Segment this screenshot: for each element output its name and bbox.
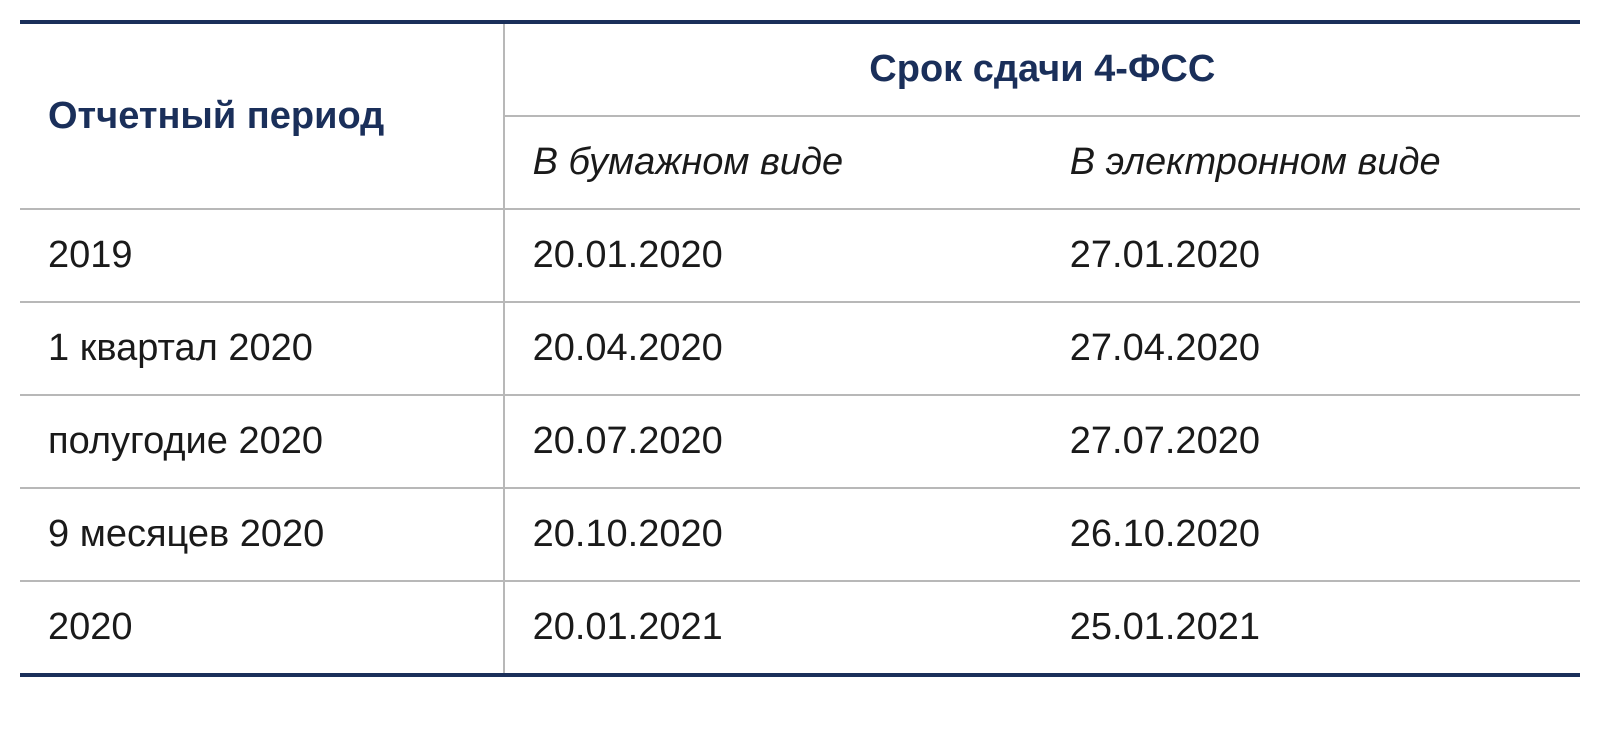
deadline-table: Отчетный период Срок сдачи 4-ФСС В бумаж… [20,20,1580,677]
header-period: Отчетный период [20,22,504,209]
cell-paper: 20.07.2020 [504,395,1042,488]
cell-paper: 20.10.2020 [504,488,1042,581]
cell-period: полугодие 2020 [20,395,504,488]
deadline-table-container: Отчетный период Срок сдачи 4-ФСС В бумаж… [20,20,1580,677]
cell-electronic: 27.01.2020 [1042,209,1580,302]
header-deadline-group: Срок сдачи 4-ФСС [504,22,1580,116]
table-row: 9 месяцев 2020 20.10.2020 26.10.2020 [20,488,1580,581]
table-row: 2019 20.01.2020 27.01.2020 [20,209,1580,302]
cell-electronic: 25.01.2021 [1042,581,1580,675]
cell-period: 2019 [20,209,504,302]
cell-paper: 20.04.2020 [504,302,1042,395]
table-body: 2019 20.01.2020 27.01.2020 1 квартал 202… [20,209,1580,675]
cell-electronic: 27.07.2020 [1042,395,1580,488]
cell-paper: 20.01.2020 [504,209,1042,302]
cell-electronic: 26.10.2020 [1042,488,1580,581]
cell-electronic: 27.04.2020 [1042,302,1580,395]
table-row: 2020 20.01.2021 25.01.2021 [20,581,1580,675]
cell-period: 2020 [20,581,504,675]
table-header: Отчетный период Срок сдачи 4-ФСС В бумаж… [20,22,1580,209]
header-electronic: В электронном виде [1042,116,1580,209]
table-row: полугодие 2020 20.07.2020 27.07.2020 [20,395,1580,488]
cell-period: 9 месяцев 2020 [20,488,504,581]
cell-paper: 20.01.2021 [504,581,1042,675]
cell-period: 1 квартал 2020 [20,302,504,395]
header-paper: В бумажном виде [504,116,1042,209]
table-row: 1 квартал 2020 20.04.2020 27.04.2020 [20,302,1580,395]
